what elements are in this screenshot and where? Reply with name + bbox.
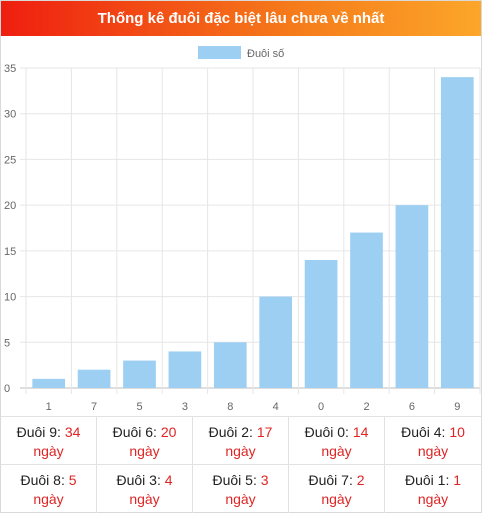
bar	[440, 77, 474, 388]
stat-cell: Đuôi 9: 34 ngày	[1, 416, 97, 464]
stat-label: Đuôi 6:	[112, 424, 157, 440]
stat-value: 1	[453, 472, 462, 488]
y-tick-label: 0	[4, 383, 10, 395]
stat-unit: ngày	[225, 491, 256, 507]
y-tick-label: 10	[4, 292, 16, 304]
x-tick-label: 1	[46, 401, 52, 413]
y-tick-label: 35	[4, 63, 16, 75]
stat-cell: Đuôi 6: 20 ngày	[97, 416, 193, 464]
stat-label: Đuôi 5:	[212, 472, 257, 488]
stat-label: Đuôi 7:	[308, 472, 353, 488]
y-tick-label: 5	[4, 337, 10, 349]
stat-value: 34	[64, 424, 81, 440]
x-tick-label: 6	[409, 401, 415, 413]
stats-grid: Đuôi 9: 34 ngày Đuôi 6: 20 ngày Đuôi 2: 17 ng…	[1, 416, 481, 513]
stat-cell: Đuôi 5: 3 ngày	[193, 464, 289, 513]
x-tick-label: 0	[318, 401, 324, 413]
stat-unit: ngày	[417, 491, 449, 507]
bar	[259, 296, 293, 388]
bar	[123, 360, 156, 388]
stat-value: 2	[356, 472, 365, 488]
stat-value: 10	[449, 424, 465, 440]
stat-value: 20	[160, 424, 177, 440]
x-tick-label: 3	[182, 401, 188, 413]
stat-cell: Đuôi 4: 10 ngày	[385, 416, 481, 464]
legend-label: Đuôi số	[247, 48, 284, 60]
stat-label: Đuôi 4:	[401, 424, 446, 440]
stat-cell: Đuôi 2: 17 ngày	[193, 416, 289, 464]
stat-unit: ngày	[321, 443, 352, 459]
stat-value: 3	[260, 472, 269, 488]
y-tick-label: 20	[4, 200, 16, 212]
stat-value: 14	[352, 424, 369, 440]
page-title: Thống kê đuôi đặc biệt lâu chưa về nhất	[1, 1, 481, 36]
x-tick-label: 9	[454, 401, 460, 413]
stat-unit: ngày	[417, 443, 449, 459]
bar	[168, 351, 202, 388]
bar	[350, 232, 383, 388]
stat-cell: Đuôi 8: 5 ngày	[1, 464, 97, 513]
bar	[304, 260, 338, 388]
stat-unit: ngày	[321, 491, 352, 507]
stat-unit: ngày	[129, 443, 160, 459]
x-tick-label: 2	[363, 401, 369, 413]
bar	[395, 205, 429, 388]
y-tick-label: 15	[4, 246, 16, 258]
stat-label: Đuôi 2:	[208, 424, 253, 440]
x-tick-label: 8	[227, 401, 233, 413]
bar-chart: 0 5 10 15 20 25 30 35 1 7 5 3 8 4 0 2 6 9 Đuôi số	[4, 46, 481, 413]
stat-cell: Đuôi 0: 14 ngày	[289, 416, 385, 464]
y-tick-label: 25	[4, 154, 16, 166]
stat-unit: ngày	[33, 443, 64, 459]
stat-unit: ngày	[33, 491, 64, 507]
stat-value: 5	[68, 472, 77, 488]
chart-area: 0 5 10 15 20 25 30 35 1 7 5 3 8 4 0 2 6 9 Đuôi số	[1, 36, 481, 416]
stat-cell: Đuôi 3: 4 ngày	[97, 464, 193, 513]
bar	[32, 378, 66, 388]
stat-value: 17	[256, 424, 273, 440]
stat-unit: ngày	[225, 443, 256, 459]
stat-cell: Đuôi 7: 2 ngày	[289, 464, 385, 513]
stat-unit: ngày	[129, 491, 160, 507]
stat-value: 4	[164, 472, 173, 488]
legend-swatch	[198, 46, 241, 59]
stat-label: Đuôi 9:	[16, 424, 61, 440]
stat-label: Đuôi 0:	[304, 424, 349, 440]
x-tick-label: 7	[91, 401, 97, 413]
stat-label: Đuôi 8:	[20, 472, 65, 488]
bar	[77, 369, 111, 388]
x-tick-label: 5	[136, 401, 142, 413]
stat-cell: Đuôi 1: 1 ngày	[385, 464, 481, 513]
stat-label: Đuôi 1:	[404, 472, 450, 488]
x-tick-label: 4	[273, 401, 279, 413]
bar	[213, 342, 247, 388]
y-tick-label: 30	[4, 109, 16, 121]
stat-label: Đuôi 3:	[116, 472, 161, 488]
